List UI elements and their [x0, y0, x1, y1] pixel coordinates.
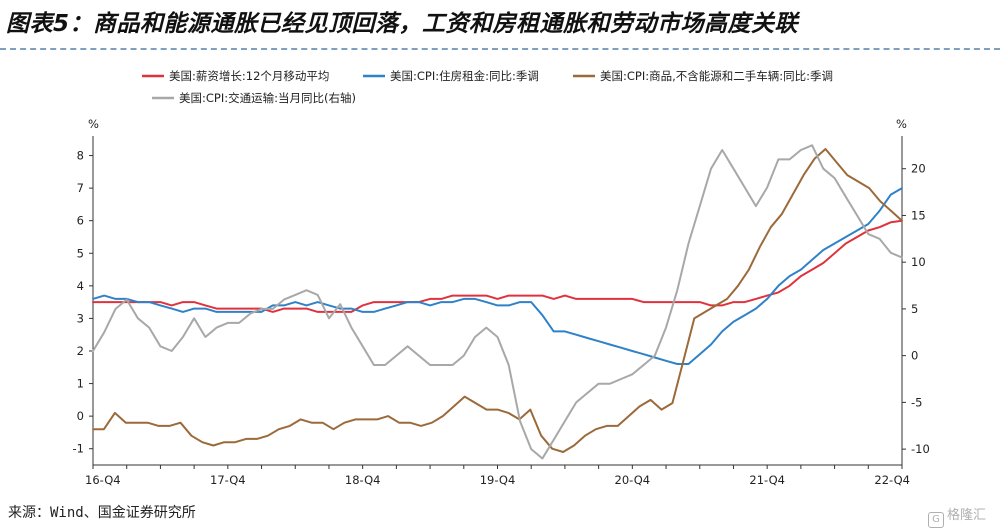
chart-series	[92, 144, 903, 460]
y-right-tick-label: 15	[911, 208, 926, 222]
series-line-2	[92, 187, 903, 365]
x-tick-label: 16-Q4	[85, 473, 121, 487]
series-line-3	[92, 148, 903, 453]
legend-label-2: 美国:CPI:住房租金:同比:季调	[390, 69, 539, 83]
title-divider	[0, 48, 1000, 50]
chart-legend: 美国:薪资增长:12个月移动平均 美国:CPI:住房租金:同比:季调 美国:CPI:…	[142, 69, 833, 105]
x-tick-label: 21-Q4	[749, 473, 785, 487]
y-left-tick-label: 6	[77, 214, 84, 228]
y-left-tick-label: 4	[77, 279, 84, 293]
source-note: 来源：Wind、国金证券研究所	[8, 505, 196, 521]
y-left-tick-label: 8	[77, 149, 84, 163]
y-right-tick-label: 20	[911, 162, 926, 176]
x-tick-label: 19-Q4	[480, 473, 516, 487]
y-right-tick-label: 0	[911, 349, 918, 363]
figure-title: 图表5：商品和能源通胀已经见顶回落，工资和房租通胀和劳动市场高度关联	[6, 11, 799, 37]
y-left-tick-label: -1	[73, 442, 84, 456]
series-line-1	[92, 219, 903, 313]
legend-label-1: 美国:薪资增长:12个月移动平均	[169, 69, 329, 83]
y-left-tick-label: 3	[77, 311, 84, 325]
y-right-tick-label: -10	[911, 442, 930, 456]
watermark: G 格隆汇	[928, 506, 987, 528]
line-chart: 美国:薪资增长:12个月移动平均 美国:CPI:住房租金:同比:季调 美国:CPI:…	[73, 69, 930, 487]
y-left-tick-label: 7	[77, 181, 84, 195]
y-left-tick-label: 2	[77, 344, 84, 358]
y-right-tick-label: 5	[911, 302, 918, 316]
y-right-tick-label: -5	[911, 395, 922, 409]
legend-label-3: 美国:CPI:商品,不含能源和二手车辆:同比:季调	[600, 69, 833, 83]
x-tick-label: 17-Q4	[210, 473, 246, 487]
y-left-tick-label: 5	[77, 246, 84, 260]
y-right-tick-label: 10	[911, 255, 926, 269]
x-tick-label: 18-Q4	[345, 473, 381, 487]
y-left-tick-label: 0	[77, 409, 84, 423]
series-line-4	[92, 144, 903, 460]
watermark-logo-icon: G	[928, 512, 944, 528]
y-axis-left-label: %	[88, 117, 99, 131]
y-axis-right-label: %	[896, 117, 907, 131]
legend-label-4: 美国:CPI:交通运输:当月同比(右轴)	[179, 91, 356, 105]
y-left-tick-label: 1	[77, 377, 84, 391]
watermark-text: 格隆汇	[947, 508, 987, 523]
x-tick-label: 22-Q4	[874, 473, 910, 487]
x-tick-label: 20-Q4	[615, 473, 651, 487]
